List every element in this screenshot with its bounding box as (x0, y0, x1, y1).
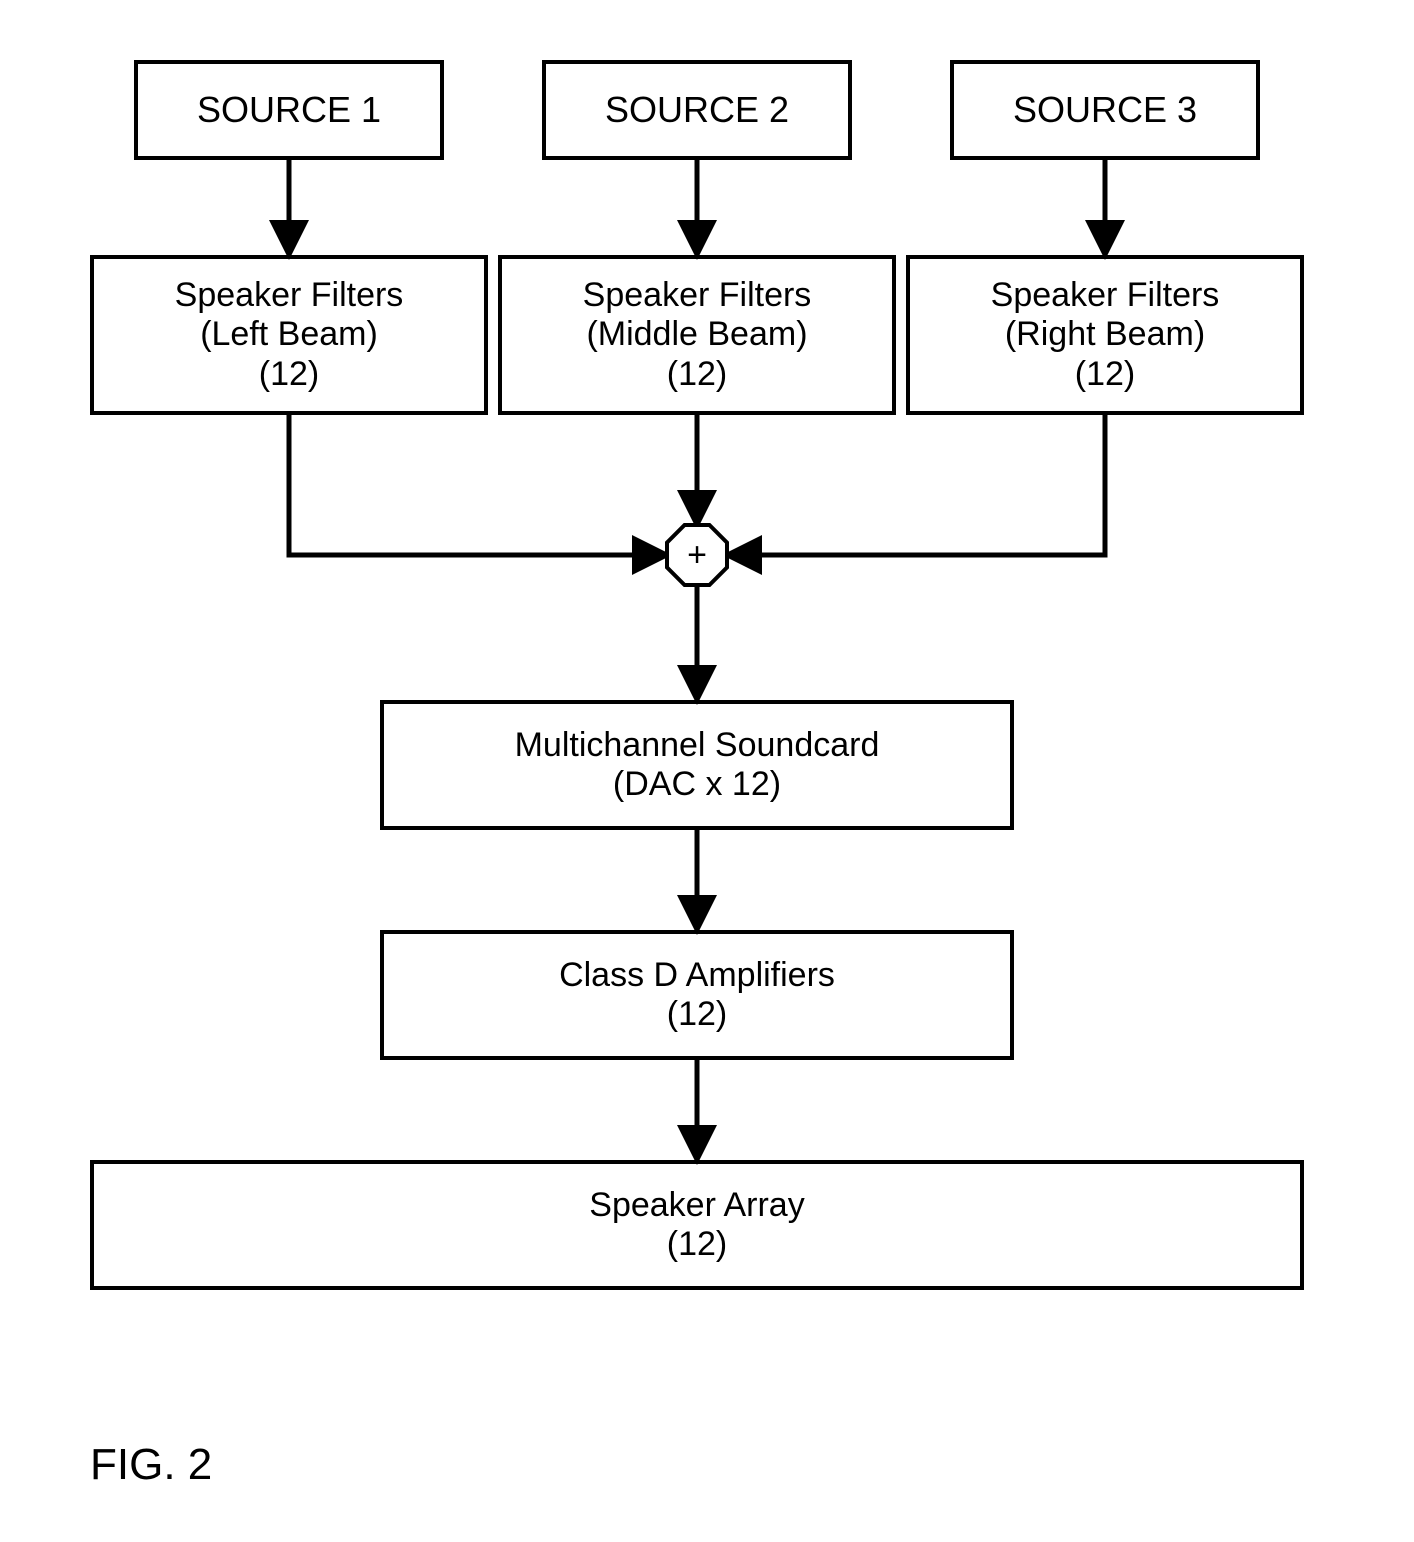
summing-node: + (667, 525, 727, 585)
filter-middle-box: Speaker Filters (Middle Beam) (12) (498, 255, 896, 415)
speaker-array-line2: (12) (667, 1225, 727, 1264)
speaker-array-box: Speaker Array (12) (90, 1160, 1304, 1290)
soundcard-box: Multichannel Soundcard (DAC x 12) (380, 700, 1014, 830)
filter-right-line2: (Right Beam) (1005, 315, 1205, 354)
source-2-label: SOURCE 2 (605, 89, 789, 130)
amplifier-box: Class D Amplifiers (12) (380, 930, 1014, 1060)
source-1-label: SOURCE 1 (197, 89, 381, 130)
filter1-to-sum (289, 415, 667, 555)
source-3-label: SOURCE 3 (1013, 89, 1197, 130)
soundcard-line1: Multichannel Soundcard (515, 726, 880, 765)
amplifier-line2: (12) (667, 995, 727, 1034)
summing-octagon (667, 525, 727, 585)
amplifier-line1: Class D Amplifiers (559, 956, 835, 995)
summing-plus-icon: + (687, 536, 707, 574)
filter-middle-line3: (12) (667, 355, 727, 394)
filter-right-line1: Speaker Filters (991, 276, 1220, 315)
speaker-array-line1: Speaker Array (589, 1186, 804, 1225)
figure-label-text: FIG. 2 (90, 1440, 212, 1489)
source-2-box: SOURCE 2 (542, 60, 852, 160)
filter-right-box: Speaker Filters (Right Beam) (12) (906, 255, 1304, 415)
filter-left-line2: (Left Beam) (200, 315, 378, 354)
filter-right-line3: (12) (1075, 355, 1135, 394)
filter-middle-line1: Speaker Filters (583, 276, 812, 315)
filter3-to-sum (727, 415, 1105, 555)
filter-middle-line2: (Middle Beam) (586, 315, 807, 354)
figure-label: FIG. 2 (90, 1440, 212, 1490)
filter-left-line3: (12) (259, 355, 319, 394)
source-1-box: SOURCE 1 (134, 60, 444, 160)
soundcard-line2: (DAC x 12) (613, 765, 781, 804)
filter-left-box: Speaker Filters (Left Beam) (12) (90, 255, 488, 415)
filter-left-line1: Speaker Filters (175, 276, 404, 315)
source-3-box: SOURCE 3 (950, 60, 1260, 160)
